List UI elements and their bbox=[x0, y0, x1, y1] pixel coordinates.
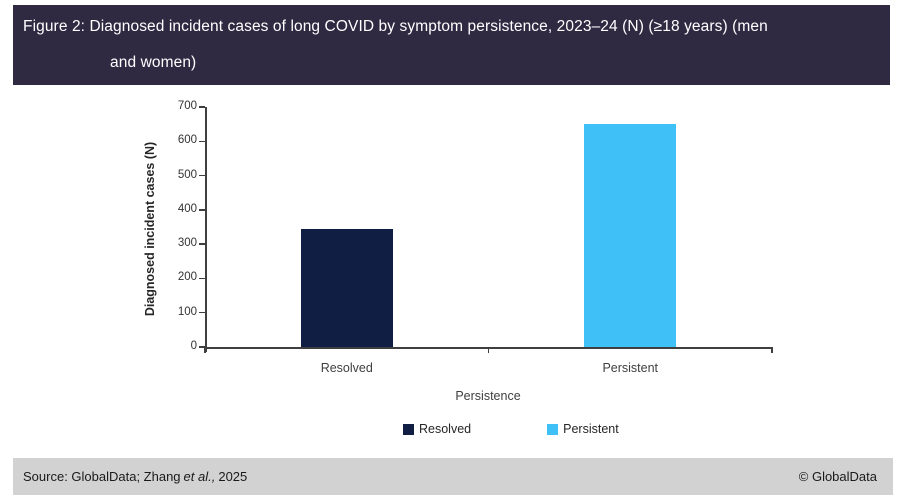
y-axis-tick-label: 500 bbox=[177, 168, 197, 181]
figure-title-line2: and women) bbox=[110, 54, 197, 71]
y-axis-tick-label: 700 bbox=[177, 100, 197, 112]
y-axis-tick bbox=[199, 209, 205, 211]
x-axis-tick bbox=[487, 347, 490, 353]
legend-swatch-resolved bbox=[403, 423, 414, 435]
y-axis-tick-label: 300 bbox=[177, 237, 197, 250]
legend-item-persistent: Persistent bbox=[547, 422, 619, 436]
y-axis-tick-label: 600 bbox=[177, 134, 197, 147]
y-axis-line bbox=[205, 107, 207, 352]
legend-swatch-persistent bbox=[547, 423, 559, 435]
chart-legend: Resolved Persistent bbox=[403, 422, 619, 436]
figure-footer: Source: GlobalData; Zhang et al., 2025 © G… bbox=[13, 458, 893, 495]
source-prefix: Source: GlobalData; Zhang bbox=[23, 469, 181, 484]
y-axis-tick bbox=[199, 174, 205, 177]
legend-label: Resolved bbox=[419, 422, 472, 436]
source-text: Source: GlobalData; Zhang et al., 2025 bbox=[23, 469, 247, 484]
y-axis-tick-label: 200 bbox=[177, 271, 197, 284]
y-axis-tick-label: 400 bbox=[177, 202, 197, 215]
x-axis-title: Persistence bbox=[455, 389, 521, 403]
y-axis-tick bbox=[199, 277, 205, 280]
y-axis-tick bbox=[199, 346, 205, 348]
copyright-text: © GlobalData bbox=[798, 469, 877, 484]
y-axis-tick bbox=[199, 140, 205, 143]
source-year: 2025 bbox=[218, 469, 248, 484]
y-axis-tick bbox=[199, 311, 205, 314]
legend-item-resolved: Resolved bbox=[403, 422, 471, 436]
figure-title-banner: Figure 2: Diagnosed incident cases of lo… bbox=[13, 5, 890, 85]
y-axis-title: Diagnosed incident cases (N) bbox=[143, 141, 157, 317]
bar-persistent bbox=[584, 124, 677, 347]
figure-title-line1: Figure 2: Diagnosed incident cases of lo… bbox=[23, 18, 768, 35]
x-axis-tick bbox=[771, 347, 773, 353]
y-axis-tick bbox=[199, 243, 205, 245]
x-category-label: Resolved bbox=[320, 361, 373, 375]
legend-label: Persistent bbox=[563, 422, 619, 436]
source-citation-italic: et al., bbox=[183, 469, 216, 484]
y-axis-tick-label: 100 bbox=[177, 305, 197, 318]
y-axis-tick bbox=[199, 106, 205, 108]
x-category-label: Persistent bbox=[602, 361, 659, 375]
bar-resolved bbox=[300, 228, 393, 347]
x-axis-tick bbox=[204, 347, 206, 353]
y-axis-tick-label: 0 bbox=[190, 340, 197, 352]
